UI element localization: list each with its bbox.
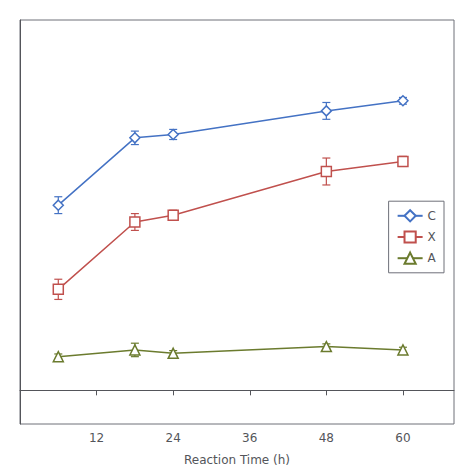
svg-text:60: 60 <box>395 431 410 445</box>
svg-text:A: A <box>428 251 437 265</box>
svg-text:X: X <box>428 230 436 244</box>
svg-text:Reaction Time (h): Reaction Time (h) <box>184 453 290 467</box>
svg-text:36: 36 <box>242 431 257 445</box>
svg-text:C: C <box>428 209 436 223</box>
svg-text:48: 48 <box>319 431 334 445</box>
svg-text:12: 12 <box>89 431 104 445</box>
svg-text:24: 24 <box>166 431 181 445</box>
